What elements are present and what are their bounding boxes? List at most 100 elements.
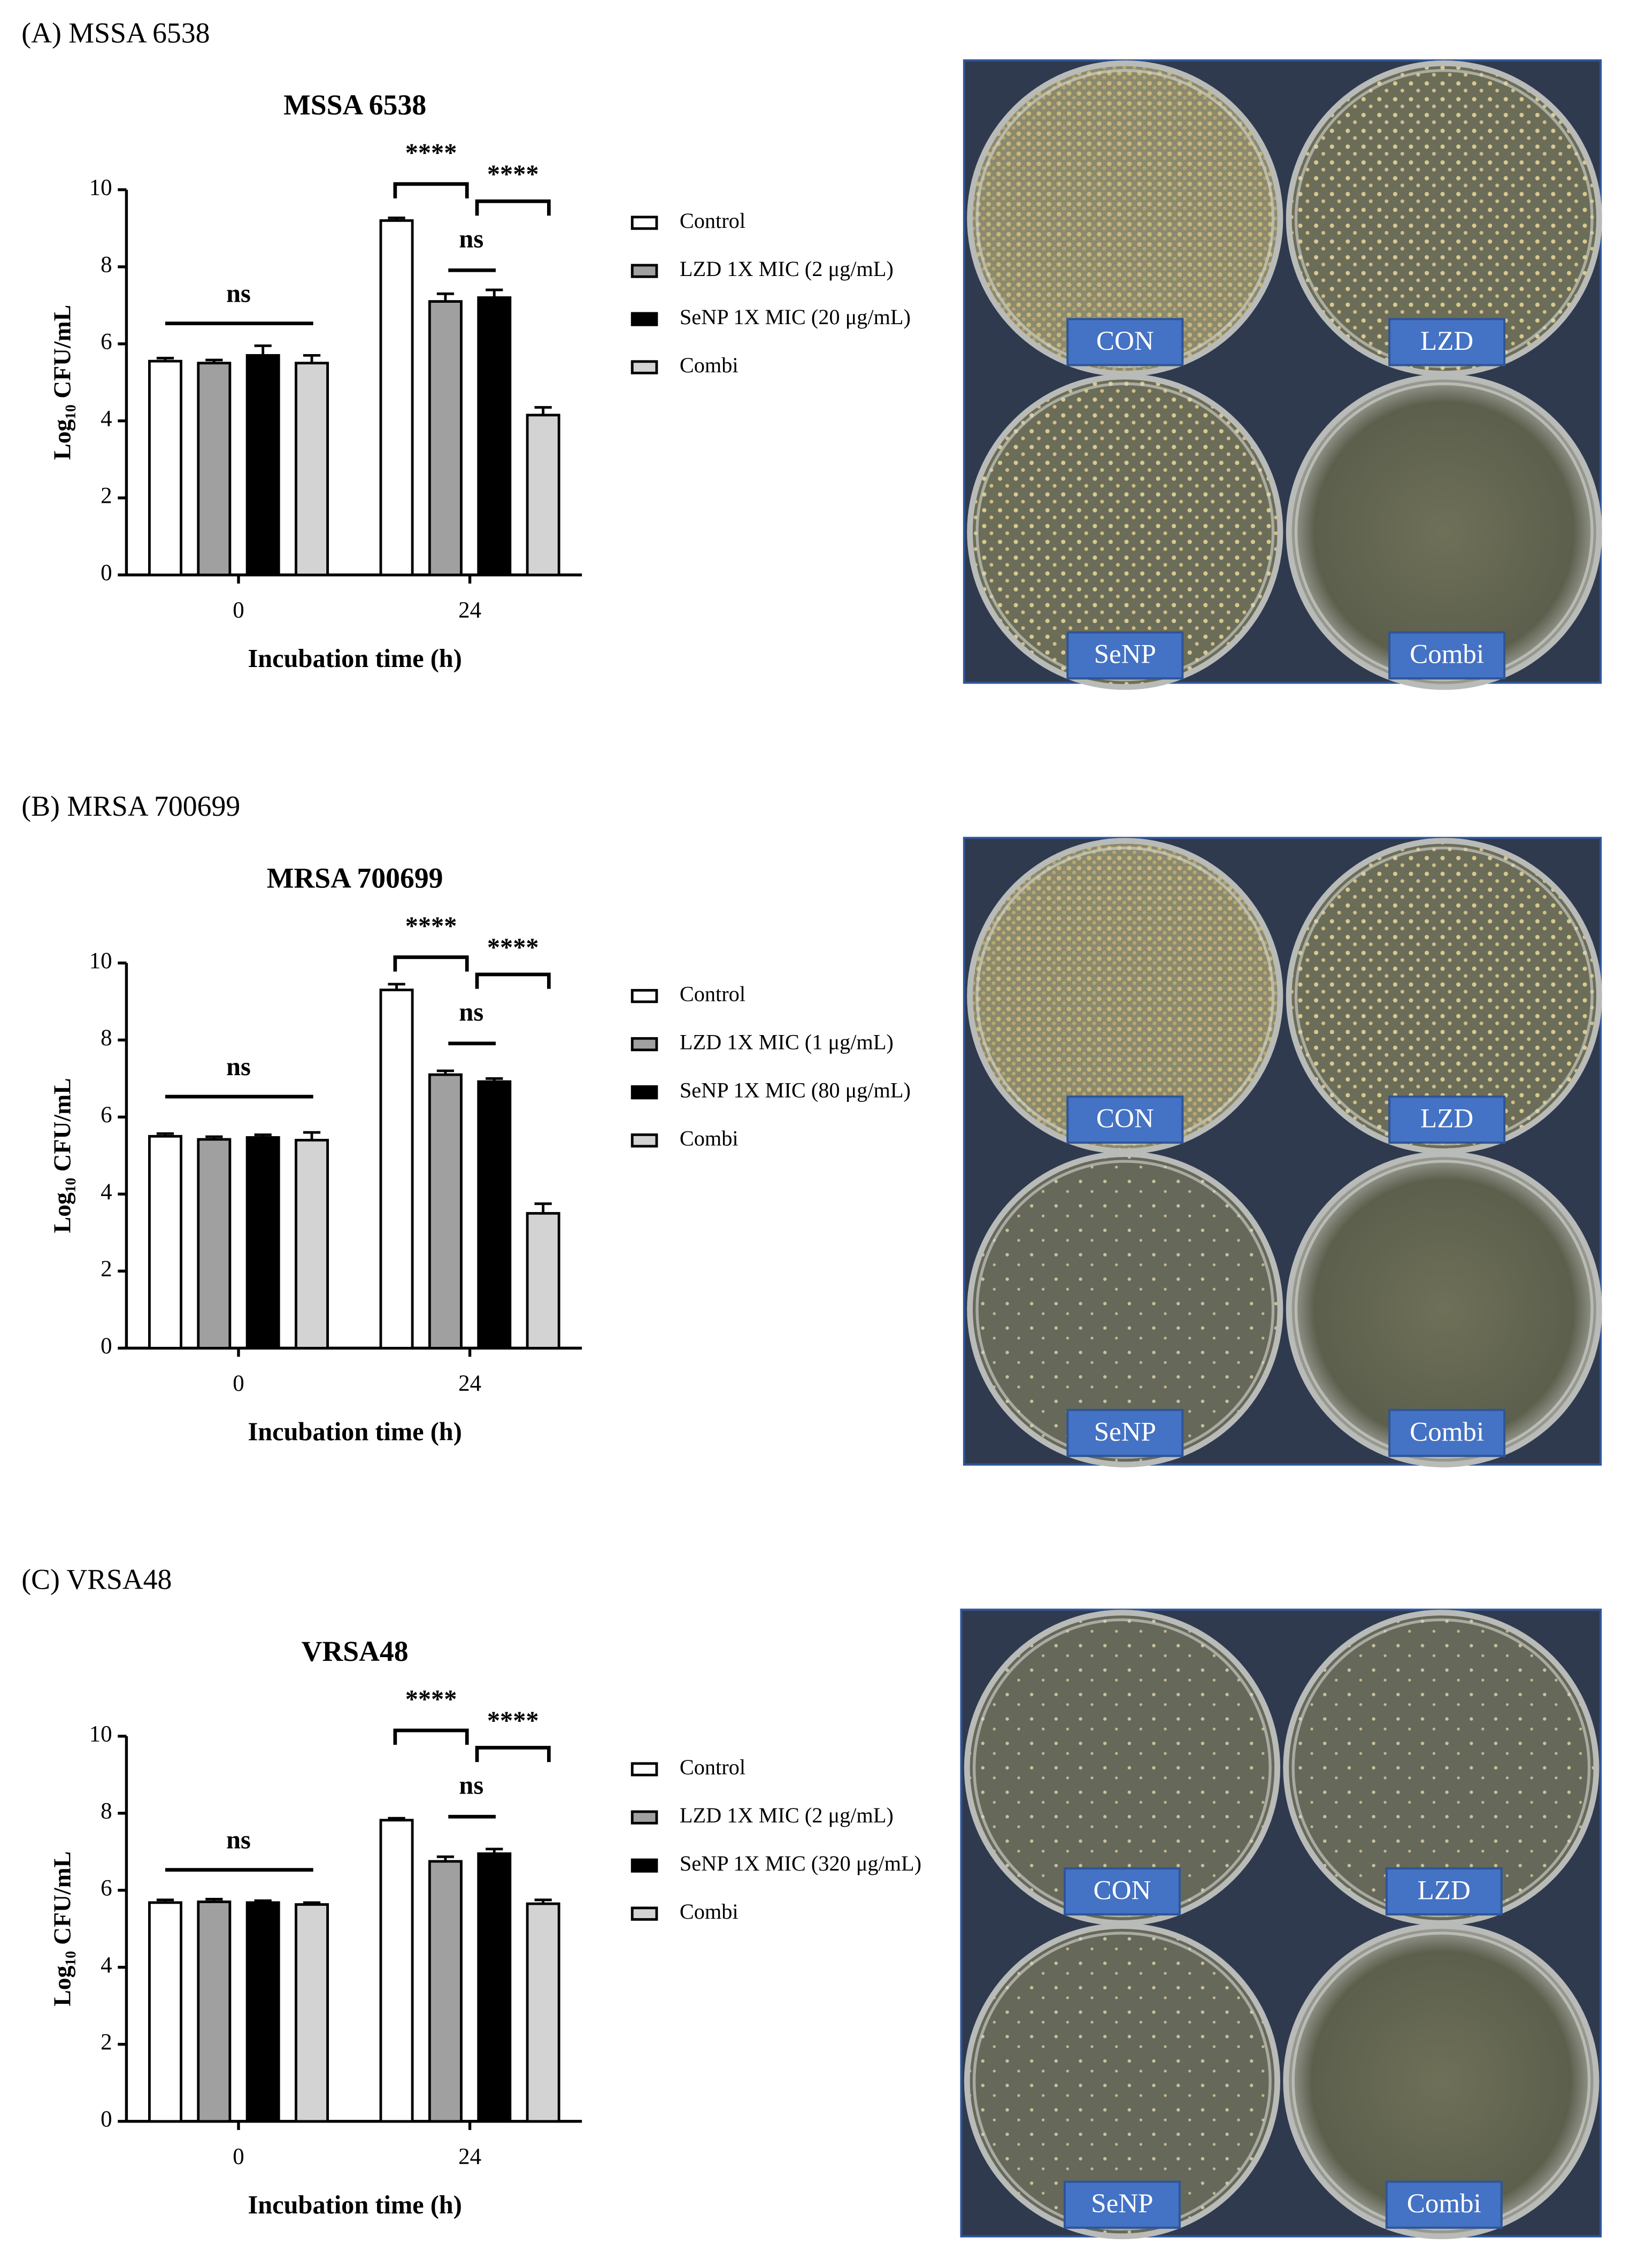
- error-bar: [436, 1069, 455, 1075]
- y-tick-label: 0: [101, 561, 112, 586]
- bar: [428, 1073, 463, 1350]
- petri-dish: [972, 379, 1278, 685]
- y-tick-label: 10: [89, 948, 112, 974]
- significance-label: ns: [459, 998, 483, 1026]
- chart-title: MSSA 6538: [283, 89, 426, 121]
- y-tick-label: 6: [101, 1102, 112, 1128]
- plate-label: CON: [1096, 1104, 1154, 1134]
- error-bar: [156, 1132, 174, 1137]
- y-tick-label: 2: [101, 2030, 112, 2055]
- plate-label-box: [1385, 2180, 1503, 2229]
- legend-label: LZD 1X MIC (1 μg/mL): [680, 1030, 894, 1054]
- petri-dish: [972, 844, 1278, 1148]
- bar: [526, 413, 560, 577]
- y-tick-label: 4: [101, 1179, 112, 1205]
- legend-label: Combi: [680, 353, 739, 377]
- error-bar: [436, 1855, 455, 1861]
- petri-dish-edge: [972, 1932, 1272, 2231]
- plate-label-box: [1066, 318, 1184, 366]
- legend-label: Control: [680, 209, 745, 233]
- plate-label-box: [1066, 631, 1184, 680]
- plate-label: SeNP: [1091, 2189, 1153, 2219]
- bar: [428, 1860, 463, 2123]
- plate-label: LZD: [1418, 1875, 1471, 1905]
- petri-dish-edge: [1294, 846, 1594, 1146]
- plate-label-box: [1063, 2180, 1181, 2229]
- bar: [148, 1135, 182, 1350]
- x-axis-label: Incubation time (h): [248, 645, 462, 673]
- error-bar: [303, 354, 321, 363]
- significance-bracket: [393, 1728, 469, 1745]
- petri-dish: [972, 66, 1278, 371]
- petri-dish-edge: [1294, 69, 1594, 368]
- significance-label: ****: [487, 160, 539, 189]
- plate-label: Combi: [1407, 2189, 1481, 2219]
- bar: [295, 362, 329, 577]
- petri-dish-edge: [975, 69, 1275, 368]
- y-axis-label: Log₁₀ CFU/mL: [48, 1851, 75, 2006]
- plate-label: CON: [1094, 1875, 1151, 1905]
- legend-swatch: [630, 216, 658, 230]
- petri-dish: [1289, 1615, 1594, 1920]
- legend-label: Control: [680, 1755, 745, 1779]
- y-tick-label: 6: [101, 1876, 112, 1901]
- legend-label: LZD 1X MIC (2 μg/mL): [680, 257, 894, 281]
- error-bar: [156, 1898, 174, 1903]
- plate-label-box: [1388, 318, 1506, 366]
- y-tick-label: 0: [101, 2107, 112, 2132]
- significance-bracket: [475, 199, 551, 216]
- legend-swatch: [630, 264, 658, 278]
- y-tick-label: 8: [101, 252, 112, 278]
- significance-label: ****: [487, 933, 539, 962]
- significance-label: ****: [405, 139, 457, 167]
- error-bar: [303, 1131, 321, 1140]
- bar: [379, 1819, 414, 2123]
- plate-label-box: [1388, 1095, 1506, 1144]
- plate-label: CON: [1096, 326, 1154, 356]
- x-tick-label: 0: [233, 598, 244, 623]
- x-tick-label: 0: [233, 1371, 244, 1396]
- significance-label: ns: [459, 225, 483, 254]
- bar: [428, 300, 463, 577]
- error-bar: [436, 292, 455, 302]
- legend-swatch: [630, 989, 658, 1003]
- petri-dish: [1291, 379, 1597, 685]
- legend-label: LZD 1X MIC (2 μg/mL): [680, 1803, 894, 1827]
- petri-dish-edge: [972, 1618, 1272, 1918]
- bar: [148, 359, 182, 577]
- plate-label-box: [1066, 1408, 1184, 1457]
- petri-dish-edge: [1291, 1932, 1591, 2231]
- y-tick-label: 10: [89, 1722, 112, 1747]
- legend-swatch: [630, 1085, 658, 1100]
- legend-swatch: [630, 360, 658, 374]
- petri-dish: [1291, 844, 1597, 1148]
- y-tick-label: 0: [101, 1334, 112, 1359]
- legend-swatch: [630, 1810, 658, 1825]
- petri-dish: [970, 1615, 1275, 1920]
- plate-label-box: [1063, 1867, 1181, 1915]
- significance-bracket: [475, 972, 551, 989]
- petri-dish: [972, 1156, 1278, 1462]
- chart-title: MRSA 700699: [267, 862, 443, 894]
- error-bar: [205, 1135, 223, 1140]
- plate-label: Combi: [1410, 1417, 1484, 1447]
- error-bar: [388, 216, 405, 221]
- legend-label: Control: [680, 982, 745, 1006]
- legend-label: SeNP 1X MIC (320 μg/mL): [680, 1851, 921, 1875]
- y-tick-label: 2: [101, 484, 112, 509]
- legend-label: SeNP 1X MIC (80 μg/mL): [680, 1078, 911, 1102]
- plate-label-box: [1385, 1867, 1503, 1915]
- x-axis-label: Incubation time (h): [248, 1418, 462, 1446]
- y-tick-label: 6: [101, 330, 112, 355]
- legend-swatch: [630, 1906, 658, 1921]
- x-axis-label: Incubation time (h): [248, 2191, 462, 2219]
- legend-swatch: [630, 1133, 658, 1148]
- legend-swatch: [630, 1037, 658, 1052]
- error-bar: [205, 358, 223, 363]
- bar: [526, 1902, 560, 2123]
- bar: [477, 1852, 512, 2123]
- y-axis-label: Log₁₀ CFU/mL: [48, 305, 75, 460]
- bar: [477, 1080, 512, 1350]
- significance-label: ****: [405, 1685, 457, 1713]
